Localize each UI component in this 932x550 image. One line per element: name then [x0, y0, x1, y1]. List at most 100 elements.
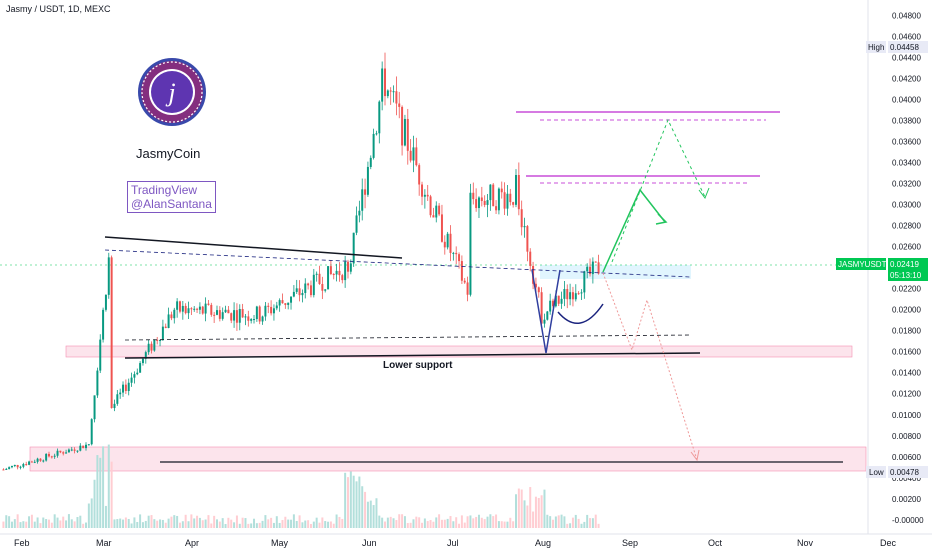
volume-bar — [284, 516, 287, 528]
chart-header: Jasmy / USDT, 1D, MEXC — [6, 4, 111, 14]
volume-bar — [423, 518, 426, 528]
volume-bar — [16, 514, 19, 528]
candle — [384, 52, 387, 106]
volume-bar — [253, 518, 256, 528]
volume-bar — [119, 518, 122, 528]
low-badge: Low 0.00478 — [866, 466, 928, 478]
volume-bar — [230, 519, 233, 528]
volume-bar — [5, 515, 8, 528]
price-tick-label: 0.04200 — [892, 74, 921, 83]
volume-bar — [477, 514, 480, 528]
volume-bar — [79, 515, 82, 528]
candle — [244, 313, 247, 326]
volume-bar — [324, 521, 327, 528]
volume-bar — [440, 519, 443, 528]
candle — [122, 381, 125, 397]
candle — [497, 187, 500, 215]
candle — [466, 276, 469, 302]
dotted-arrowhead — [698, 187, 710, 200]
candle — [235, 303, 238, 331]
candle — [378, 100, 381, 144]
candle — [403, 114, 406, 147]
candle — [503, 182, 506, 216]
candle — [250, 318, 253, 324]
candle — [469, 183, 472, 297]
price-axis[interactable]: 0.04800 0.04600 0.04400 0.04200 0.04000 0.038… — [892, 11, 924, 525]
candle — [298, 280, 301, 302]
volume-bar — [338, 516, 341, 528]
volume-bar — [113, 519, 116, 528]
volume-bar — [176, 515, 179, 528]
volume-bar — [173, 515, 176, 528]
price-tick-label: 0.02200 — [892, 285, 921, 294]
volume-bar — [144, 520, 147, 528]
candle — [10, 465, 13, 469]
candle — [119, 388, 122, 399]
volume-bar — [369, 500, 372, 528]
candle — [193, 306, 196, 312]
candle — [563, 281, 566, 307]
price-tick-label: 0.01600 — [892, 348, 921, 357]
volume-bar — [53, 514, 56, 528]
candle — [349, 259, 352, 275]
candle — [395, 76, 398, 116]
volume-bar — [96, 455, 99, 528]
candle — [421, 181, 424, 206]
candle — [2, 468, 5, 471]
candle — [190, 307, 193, 316]
candle — [483, 195, 486, 208]
volume-bar — [164, 522, 167, 528]
candle — [332, 273, 335, 280]
volume-bar — [76, 517, 79, 528]
volume-bar — [227, 517, 230, 528]
high-badge: High 0.04458 — [866, 41, 928, 53]
candle — [8, 466, 11, 470]
volume-bar — [102, 446, 105, 528]
volume-bar — [287, 519, 290, 528]
volume-bar — [406, 523, 409, 528]
candle — [315, 271, 318, 282]
volume-bar — [13, 519, 16, 528]
volume-bar — [435, 517, 438, 528]
support-zone — [65, 345, 853, 358]
coin-name: JasmyCoin — [136, 146, 201, 161]
candle — [264, 301, 267, 321]
volume-bar — [47, 519, 50, 528]
candle — [509, 188, 512, 206]
volume-bars — [2, 444, 600, 528]
volume-bar — [201, 520, 204, 528]
volume-bar — [364, 491, 367, 528]
candle — [221, 307, 224, 321]
last-price-badge: JASMYUSDT 0.02419 05:13:10 — [836, 258, 928, 281]
volume-bar — [2, 521, 5, 528]
candle — [42, 459, 45, 463]
candle — [272, 304, 275, 321]
volume-bar — [193, 518, 196, 528]
time-axis[interactable]: Feb Mar Apr May Jun Jul Aug Sep Oct Nov Dec — [14, 538, 897, 548]
volume-bar — [503, 521, 506, 528]
volume-bar — [403, 516, 406, 528]
candle — [432, 207, 435, 218]
candle — [45, 453, 48, 462]
time-tick-label: Aug — [535, 538, 551, 548]
volume-bar — [73, 521, 76, 528]
price-tick-label: 0.00600 — [892, 453, 921, 462]
candle — [19, 465, 22, 470]
candle — [150, 341, 153, 354]
candle — [460, 255, 463, 285]
volume-bar — [264, 515, 267, 528]
volume-bar — [566, 523, 569, 528]
volume-bar — [315, 517, 318, 528]
volume-bar — [178, 522, 181, 528]
candle — [577, 291, 580, 295]
volume-bar — [469, 515, 472, 528]
candle — [375, 130, 378, 136]
volume-bar — [122, 519, 125, 528]
candle — [113, 399, 116, 412]
candle — [30, 460, 33, 463]
candle — [67, 448, 70, 453]
candle — [449, 225, 452, 262]
volume-bar — [386, 517, 389, 528]
candle — [446, 231, 449, 250]
